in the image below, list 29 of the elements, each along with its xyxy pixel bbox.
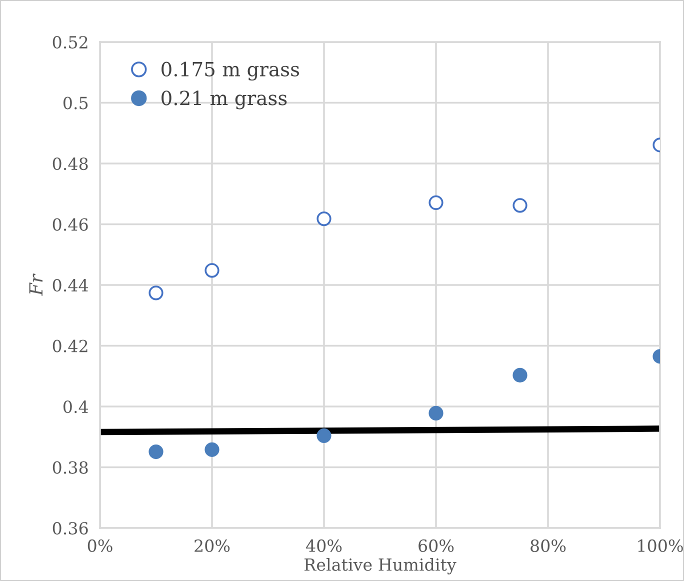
y-axis-title: Fr bbox=[29, 274, 42, 296]
y-tick-label: 0.42 bbox=[52, 340, 88, 352]
x-axis-title: Relative Humidity bbox=[304, 558, 456, 574]
x-tick-label: 60% bbox=[418, 539, 454, 552]
point bbox=[316, 428, 332, 443]
y-tick-label: 0.52 bbox=[52, 36, 88, 49]
point bbox=[204, 442, 220, 457]
x-tick-label: 20% bbox=[194, 539, 230, 552]
x-tick-label: 40% bbox=[306, 539, 342, 552]
point bbox=[512, 198, 528, 213]
y-tick-label: 0.48 bbox=[52, 157, 88, 170]
point bbox=[316, 211, 332, 226]
point bbox=[204, 263, 220, 278]
x-tick-label: 100% bbox=[638, 539, 683, 552]
y-tick-label: 0.5 bbox=[63, 96, 88, 110]
point bbox=[512, 368, 528, 383]
x-tick-label: 80% bbox=[530, 539, 566, 552]
point bbox=[148, 286, 164, 300]
point bbox=[428, 195, 444, 210]
y-tick-label: 0.4 bbox=[63, 400, 88, 414]
x-tick-label: 0% bbox=[88, 539, 112, 552]
y-tick-label: 0.36 bbox=[52, 522, 88, 535]
legend-label: 0.175 m grass bbox=[162, 62, 300, 81]
y-tick-label: 0.44 bbox=[52, 278, 88, 292]
point bbox=[148, 444, 164, 460]
y-tick-label: 0.46 bbox=[52, 218, 88, 231]
y-tick-label: 0.38 bbox=[52, 461, 88, 474]
legend-label: 0.21 m grass bbox=[162, 90, 287, 110]
point bbox=[428, 406, 444, 420]
